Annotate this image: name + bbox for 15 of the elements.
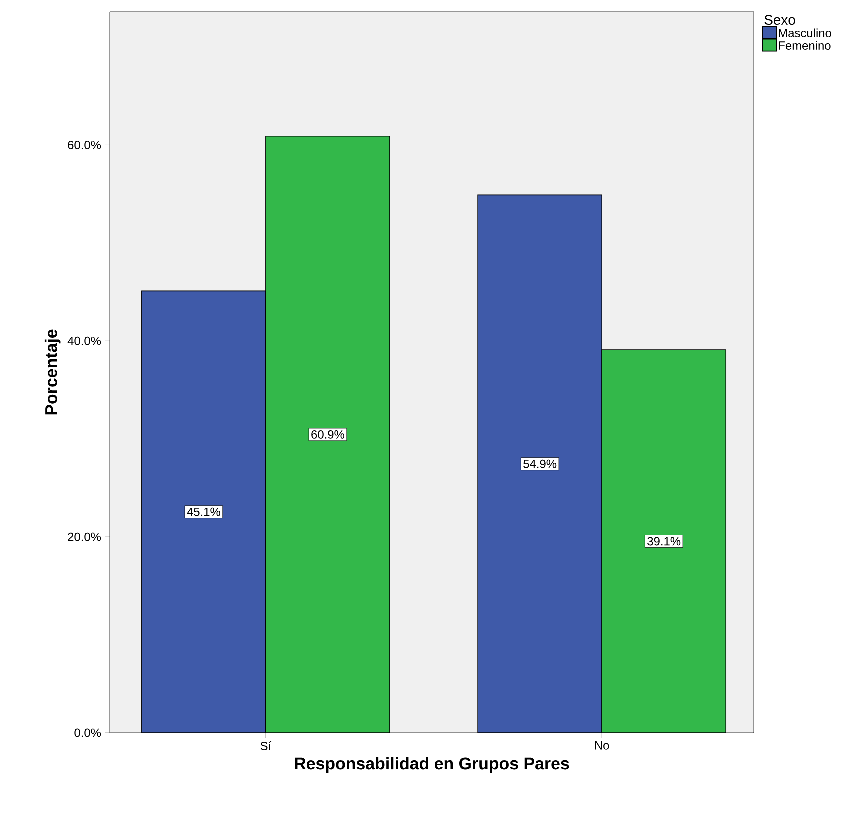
legend-title: Sexo — [764, 15, 796, 26]
x-axis-title: Responsabilidad en Grupos Pares — [295, 757, 570, 774]
y-tick-label: 60.0% — [68, 140, 102, 150]
x-tick-label: No — [595, 742, 610, 750]
y-tick-label: 40.0% — [68, 336, 102, 346]
data-label: 39.1% — [648, 537, 681, 546]
data-label: 54.9% — [524, 460, 557, 468]
legend-label: Femenino — [779, 41, 831, 50]
x-tick-label: Sí — [260, 742, 272, 750]
legend-label: Masculino — [779, 28, 832, 38]
data-label: 60.9% — [312, 430, 344, 439]
y-tick-label: 20.0% — [68, 532, 102, 542]
y-tick-label: 0.0% — [74, 728, 102, 738]
y-axis-title: Porcentaje — [44, 330, 61, 415]
data-label: 45.1% — [187, 508, 220, 516]
